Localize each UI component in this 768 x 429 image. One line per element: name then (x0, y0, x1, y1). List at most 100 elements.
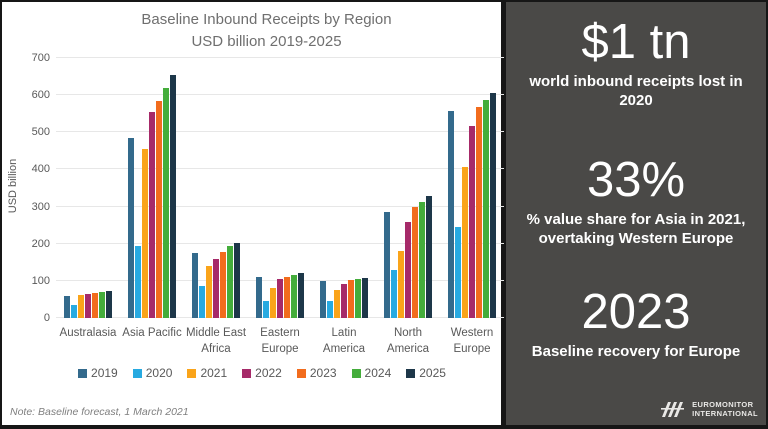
euromonitor-globe-icon (658, 401, 688, 418)
bar-2022 (405, 222, 411, 318)
bar-2023 (92, 292, 98, 318)
xlabel-north-america: North America (386, 327, 430, 355)
bar-2024 (483, 99, 489, 318)
bar-2019 (384, 212, 390, 318)
gridline-300 (56, 205, 504, 207)
bar-group-western-europe (440, 58, 504, 318)
ytick-700: 700 (31, 52, 50, 64)
stat-block-asia-share: 33% % value share for Asia in 2021, over… (506, 153, 766, 249)
chart-subtitle: USD billion 2019-2025 (191, 32, 342, 50)
bar-group-eastern-europe (248, 58, 312, 318)
bar-2025 (490, 93, 496, 318)
bar-2019 (64, 295, 70, 318)
gridline-700 (56, 57, 504, 58)
gridline-200 (56, 242, 504, 244)
bar-2020 (199, 286, 205, 318)
bar-2023 (220, 251, 226, 318)
bar-2023 (348, 279, 354, 318)
bar-2024 (227, 245, 233, 318)
bar-2019 (192, 253, 198, 318)
stat-block-europe-recovery: 2023 Baseline recovery for Europe (506, 285, 766, 361)
bar-2020 (391, 270, 397, 318)
bar-2025 (234, 242, 240, 318)
logo-line1: EUROMONITOR (692, 400, 754, 409)
bar-group-australasia (56, 58, 120, 318)
bar-2021 (78, 294, 84, 318)
bar-2021 (334, 290, 340, 318)
euromonitor-logo: EUROMONITOR INTERNATIONAL (658, 400, 758, 418)
bar-2023 (412, 206, 418, 318)
bar-2021 (142, 149, 148, 318)
ytick-100: 100 (31, 274, 50, 287)
bar-2022 (149, 111, 155, 318)
footnote: Note: Baseline forecast, 1 March 2021 (10, 406, 189, 418)
bar-2021 (398, 251, 404, 318)
y-axis-ticks: 0 100 200 300 400 500 600 700 (18, 52, 50, 324)
ytick-600: 600 (31, 89, 50, 102)
bar-2020 (327, 300, 333, 318)
xlabel-middle-east-africa: Middle East Africa (185, 327, 247, 355)
bar-2020 (71, 305, 77, 318)
legend-item-2022: 2022 (242, 366, 282, 380)
bar-2019 (256, 277, 262, 318)
bar-2023 (476, 107, 482, 318)
bar-2020 (455, 227, 461, 318)
stat-value: $1 tn (581, 15, 691, 69)
bar-2024 (99, 291, 105, 318)
bar-2022 (85, 293, 91, 318)
bar-2024 (291, 275, 297, 318)
ytick-300: 300 (31, 200, 50, 213)
legend-swatch-2022 (242, 368, 252, 378)
legend: 2019 2020 2021 2022 2023 2024 2025 (32, 366, 492, 380)
stat-caption: Baseline recovery for Europe (531, 342, 741, 360)
bar-2022 (341, 283, 347, 318)
stat-value: 33% (586, 153, 686, 207)
legend-swatch-2021 (187, 368, 197, 378)
bar-group-latin-america (312, 58, 376, 318)
bar-2022 (213, 258, 219, 318)
gridline-600 (56, 94, 504, 96)
bar-2021 (462, 166, 468, 318)
bar-2019 (448, 110, 454, 318)
legend-item-2021: 2021 (187, 366, 227, 380)
ytick-200: 200 (31, 237, 50, 250)
gridline-500 (56, 131, 504, 133)
chart-title: Baseline Inbound Receipts by Region (141, 11, 392, 28)
legend-swatch-2019 (78, 368, 88, 378)
bar-2022 (469, 125, 475, 318)
legend-item-2023: 2023 (296, 366, 337, 380)
stat-value: 2023 (581, 285, 691, 339)
bar-2024 (163, 88, 169, 318)
bar-2025 (170, 74, 176, 318)
bar-2020 (263, 301, 269, 318)
xlabel-eastern-europe: Eastern Europe (260, 327, 300, 355)
legend-swatch-2025 (406, 368, 416, 378)
bar-2022 (277, 279, 283, 318)
legend-item-2025: 2025 (406, 366, 446, 380)
bar-group-asia-pacific (120, 58, 184, 318)
bar-2025 (426, 196, 432, 318)
stat-caption: % value share for Asia in 2021, overtaki… (526, 210, 746, 248)
logo-line2: INTERNATIONAL (692, 409, 758, 418)
xlabel-asia-pacific: Asia Pacific (122, 327, 182, 339)
bar-2024 (355, 279, 361, 318)
gridline-400 (56, 168, 504, 170)
bar-2025 (362, 278, 368, 318)
legend-item-2020: 2020 (132, 366, 172, 380)
bar-2020 (135, 245, 141, 318)
ytick-0: 0 (43, 312, 50, 324)
plot-area (56, 57, 504, 318)
bar-groups (56, 58, 504, 318)
legend-item-2019: 2019 (78, 366, 118, 380)
legend-swatch-2023 (296, 368, 306, 378)
stat-block-lost-receipts: $1 tn world inbound receipts lost in 202… (506, 15, 766, 111)
bar-2019 (128, 137, 134, 318)
bar-2019 (320, 280, 326, 318)
bar-group-north-america (376, 58, 440, 318)
bar-2024 (419, 202, 425, 318)
stat-caption: world inbound receipts lost in 2020 (529, 72, 743, 110)
chart-panel: Baseline Inbound Receipts by Region USD … (2, 2, 506, 425)
x-axis-labels: Australasia Asia Pacific Middle East Africa… (56, 326, 504, 357)
bar-2021 (270, 288, 276, 318)
